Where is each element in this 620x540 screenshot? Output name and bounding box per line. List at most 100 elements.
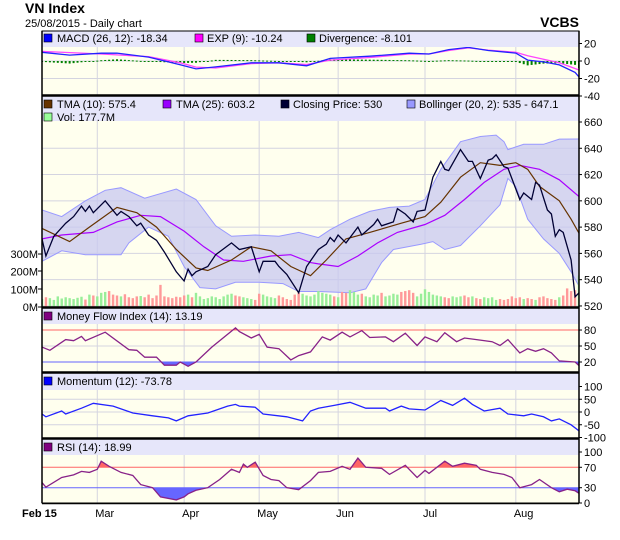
price-tick-label: 640 (584, 143, 602, 155)
tma25-swatch (162, 99, 172, 109)
mfi-legend-strip (42, 308, 579, 324)
volume-bar (226, 294, 229, 307)
volume-bar (178, 297, 182, 307)
divergence-bar (447, 60, 450, 62)
volume-bar (222, 296, 225, 307)
divergence-bar (218, 59, 221, 61)
volume-bar (356, 294, 360, 307)
volume-bar (565, 288, 569, 307)
volume-bar (396, 294, 399, 307)
volume-bar (289, 299, 292, 307)
volume-bar (380, 292, 383, 307)
price-tick-label: 560 (584, 248, 602, 260)
volume-bar (301, 293, 304, 307)
volume-bar (305, 295, 308, 307)
divergence-swatch (306, 33, 316, 43)
divergence-bar (455, 60, 458, 62)
divergence-bar (56, 61, 59, 63)
divergence-bar (194, 61, 197, 63)
momentum-tick-label: 100 (584, 382, 602, 394)
price-tick-label: 540 (584, 275, 602, 287)
divergence-bar (356, 59, 359, 61)
volume-bar (451, 296, 454, 307)
divergence-bar (198, 61, 201, 63)
divergence-bar (463, 60, 466, 62)
momentum-tick-label: 50 (584, 394, 596, 406)
volume-bar (96, 296, 99, 307)
divergence-bar (376, 59, 379, 61)
volume-bar (404, 291, 407, 307)
divergence-bar (155, 61, 158, 62)
volume-bar (194, 292, 198, 307)
divergence-bar (273, 60, 276, 62)
divergence-bar (368, 59, 371, 61)
volume-bar (218, 299, 221, 307)
volume-bar (257, 293, 261, 307)
divergence-bar (364, 59, 367, 61)
volume-bar (352, 291, 356, 307)
mfi-tick-label: 80 (584, 325, 596, 337)
volume-bar (443, 297, 446, 307)
divergence-bar (412, 60, 415, 62)
bollinger-band (42, 135, 579, 293)
divergence-bar (372, 59, 375, 61)
volume-bar (467, 297, 470, 307)
volume-bar (388, 295, 391, 307)
divergence-bar (550, 61, 553, 64)
divergence-bar (396, 60, 399, 62)
divergence-bar (352, 59, 355, 61)
divergence-bar (538, 61, 541, 65)
divergence-bar (127, 60, 130, 62)
exp-swatch (194, 33, 204, 43)
divergence-bar (262, 60, 265, 62)
volume-bar (518, 297, 521, 307)
divergence-bar (574, 61, 577, 65)
divergence-bar (119, 59, 122, 61)
divergence-bar (147, 61, 150, 62)
divergence-bar (206, 61, 209, 62)
volume-bar (348, 290, 352, 307)
divergence-bar (491, 61, 494, 62)
divergence-bar (289, 61, 292, 62)
volume-bar (163, 296, 166, 307)
volume-bar (281, 297, 285, 307)
volume-bar (293, 294, 296, 307)
divergence-bar (475, 60, 478, 62)
volume-bar (498, 299, 502, 307)
divergence-bar (135, 60, 138, 62)
macd-tick-label: 20 (584, 39, 596, 51)
divergence-bar (313, 61, 316, 62)
price-tick-label: 620 (584, 170, 602, 182)
volume-bar (115, 295, 119, 307)
volume-bar (550, 299, 553, 307)
volume-bar (76, 297, 79, 307)
volume-bar (526, 298, 529, 307)
volume-bar (431, 294, 435, 307)
divergence-bar (64, 61, 67, 64)
axis-ticks: Feb 15 Mar Apr May Jun Jul Aug 20 0 -20 -40 660 640 6… (10, 39, 606, 521)
divergence-bar (404, 60, 407, 62)
close-legend-label: Closing Price: 530 (293, 99, 382, 111)
divergence-bar (317, 60, 320, 62)
price-series (42, 134, 579, 307)
volume-bar (538, 297, 541, 307)
bollinger-upper-line (42, 134, 579, 239)
volume-bar (494, 299, 498, 307)
volume-bar (490, 297, 494, 307)
bollinger-swatch (406, 99, 416, 109)
volume-bar (80, 296, 83, 307)
divergence-bar (518, 61, 521, 64)
divergence-bar (159, 61, 162, 63)
divergence-bar (471, 60, 474, 62)
divergence-bar (499, 61, 502, 62)
x-axis-month-label: Aug (514, 508, 534, 520)
volume-bar (542, 296, 545, 307)
volume-bar (186, 294, 190, 307)
divergence-bar (424, 60, 427, 62)
rsi-oversold-fill (152, 487, 579, 500)
divergence-bar (163, 61, 166, 63)
divergence-bar (431, 60, 434, 62)
volume-bar (573, 290, 577, 307)
divergence-bar (487, 61, 490, 62)
rsi-legend: RSI (14): 18.99 (43, 442, 132, 454)
